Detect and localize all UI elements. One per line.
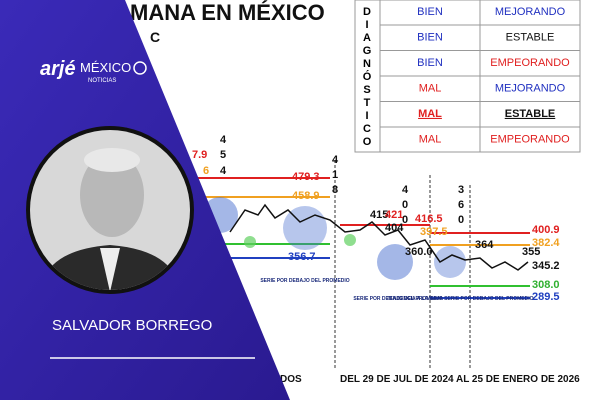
chart-label: 6 [458, 199, 464, 211]
footer-left: DIDOS [270, 374, 302, 385]
trend: ESTABLE [506, 31, 555, 43]
brand-name: arjé [40, 58, 76, 80]
chart-label: 5 [220, 149, 226, 161]
chart-label: 360.0 [405, 246, 433, 258]
chart-label: 416.5 [415, 213, 443, 225]
chart-label: 4 [332, 154, 339, 166]
chart-label: 308.0 [532, 279, 560, 291]
diagnosis: MAL [419, 133, 442, 145]
brand-country: MÉXICO [80, 60, 131, 75]
chart-label: 3 [458, 184, 464, 196]
side-letter: I [365, 110, 368, 122]
chart-label: 4 [402, 184, 409, 196]
chart-label: 404 [385, 222, 404, 234]
side-letter: A [363, 32, 371, 44]
brand-icon [133, 61, 147, 75]
chart-label: 479.3 [292, 171, 320, 183]
side-letter: N [363, 58, 371, 70]
chart-label: 400.9 [532, 224, 560, 236]
chart-label: 382.4 [532, 237, 560, 249]
side-letter: C [363, 123, 371, 135]
chart-label: 4 [220, 134, 227, 146]
chart-label: 1 [332, 169, 338, 181]
annotation: TENDENCIA A LA BAJA SERIE POR DEBAJO DEL… [386, 296, 533, 302]
annotation: SERIE POR DEBAJO DEL PROMEDIO [260, 278, 349, 284]
trend: ESTABLE [505, 108, 556, 120]
annotation: SERIE POR DEBAJO DEL PROMEDIO [353, 296, 442, 302]
chart-label: 7.9 [192, 149, 207, 161]
chart-label: 458.9 [292, 190, 320, 202]
portrait [30, 130, 190, 290]
chart-area [180, 160, 530, 370]
chart-title: MANA EN MÉXICO [130, 0, 325, 25]
chart-subtitle: C [150, 29, 160, 45]
chart-label: 415 [370, 209, 388, 221]
side-letter: G [363, 45, 372, 57]
highlight [344, 234, 356, 246]
chart-label: 8 [332, 184, 338, 196]
diagnosis: BIEN [417, 6, 443, 18]
person-name: SALVADOR BORREGO [52, 317, 212, 334]
trend: MEJORANDO [495, 82, 566, 94]
chart-label: 421 [385, 209, 403, 221]
highlight [377, 244, 413, 280]
chart-label: 0 [458, 214, 464, 226]
trend: EMPEORANDO [490, 133, 570, 145]
side-letter: O [363, 136, 372, 148]
chart-label: 0 [402, 214, 408, 226]
side-letter: Ó [363, 70, 372, 83]
diagnosis: BIEN [417, 57, 443, 69]
chart-label: 356.7 [288, 251, 316, 263]
diagnosis: MAL [418, 108, 442, 120]
side-letter: S [363, 84, 370, 96]
chart-label: 289.5 [532, 291, 560, 303]
chart-label: 0 [402, 199, 408, 211]
brand-sub: NOTICIAS [88, 78, 116, 84]
chart-label: 6 [203, 165, 209, 177]
side-letter: I [365, 19, 368, 31]
chart-label: 364 [475, 239, 494, 251]
chart-label: 355 [522, 246, 540, 258]
footer-range: DEL 29 DE JUL DE 2024 AL 25 DE ENERO DE … [340, 374, 580, 385]
highlight [244, 236, 256, 248]
highlight [434, 246, 466, 278]
series-line [229, 203, 529, 271]
side-letter: T [364, 97, 371, 109]
trend: EMPEORANDO [490, 57, 570, 69]
chart-label: 345.2 [532, 260, 560, 272]
trend: MEJORANDO [495, 6, 566, 18]
chart-label: 397.5 [420, 226, 448, 238]
side-letter: D [363, 6, 371, 18]
diagnosis: BIEN [417, 31, 443, 43]
chart-label: 4 [220, 165, 227, 177]
diagnosis: MAL [419, 82, 442, 94]
